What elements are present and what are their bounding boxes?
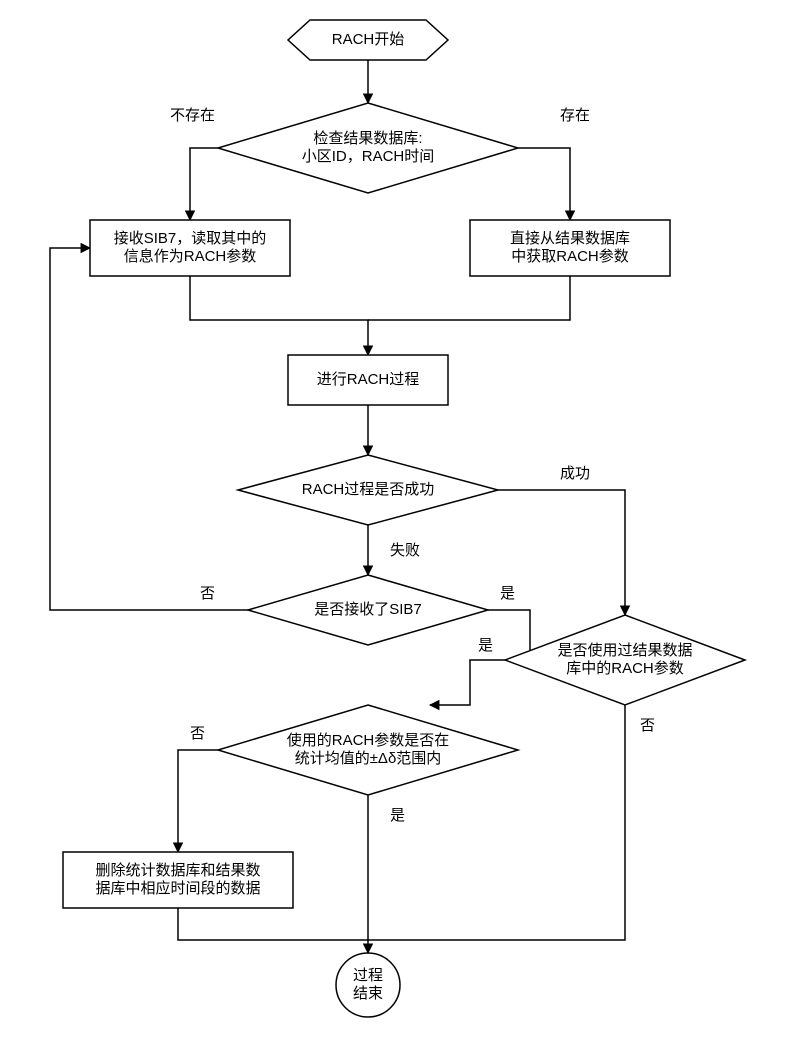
node-p_rach: 进行RACH过程	[288, 355, 448, 405]
edge-label-13: 是	[390, 807, 405, 824]
edge-3	[190, 276, 368, 355]
node-end-line-1: 结束	[353, 985, 383, 1002]
node-end-line-0: 过程	[353, 967, 383, 984]
node-end: 过程结束	[336, 953, 400, 1017]
node-p_delete-line-0: 删除统计数据库和结果数	[95, 862, 260, 879]
edge-label-9: 是	[500, 585, 515, 602]
edge-14	[178, 908, 368, 940]
node-p_delete: 删除统计数据库和结果数据库中相应时间段的数据	[63, 852, 293, 908]
edge-4	[368, 276, 570, 320]
node-d_check-line-0: 检查结果数据库:	[313, 130, 422, 147]
edge-2	[518, 148, 570, 220]
edge-label-7: 失败	[390, 542, 420, 559]
edge-10	[430, 660, 505, 705]
node-d_usedb: 是否使用过结果数据库中的RACH参数	[505, 615, 745, 705]
node-d_check-line-1: 小区ID，RACH时间	[302, 148, 435, 165]
node-d_success: RACH过程是否成功	[238, 455, 498, 525]
node-d_success-line-0: RACH过程是否成功	[302, 481, 435, 498]
node-start-line-0: RACH开始	[332, 31, 405, 48]
node-d_range-line-0: 使用的RACH参数是否在	[287, 732, 450, 749]
edge-label-2: 存在	[560, 107, 590, 124]
node-d_check: 检查结果数据库:小区ID，RACH时间	[218, 103, 518, 193]
edge-12	[178, 750, 218, 852]
node-p_db-line-0: 直接从结果数据库	[510, 230, 630, 247]
node-p_sib7: 接收SIB7，读取其中的信息作为RACH参数	[90, 220, 290, 276]
node-d_usedb-line-0: 是否使用过结果数据	[557, 642, 692, 659]
edge-8	[50, 248, 248, 610]
edge-label-12: 否	[190, 725, 205, 742]
node-p_sib7-line-1: 信息作为RACH参数	[124, 248, 257, 265]
node-p_rach-line-0: 进行RACH过程	[317, 371, 420, 388]
edge-6	[498, 490, 625, 615]
edge-label-11: 否	[640, 717, 655, 734]
node-p_delete-line-1: 据库中相应时间段的数据	[95, 879, 260, 897]
edge-label-6: 成功	[560, 465, 590, 482]
node-d_usedb-line-1: 库中的RACH参数	[566, 660, 684, 677]
edge-1	[190, 148, 218, 220]
node-p_db: 直接从结果数据库中获取RACH参数	[470, 220, 670, 276]
node-p_sib7-line-0: 接收SIB7，读取其中的	[114, 230, 267, 247]
node-start: RACH开始	[288, 20, 448, 60]
node-d_recvsib7-line-0: 是否接收了SIB7	[314, 601, 422, 618]
node-d_range-line-1: 统计均值的±Δδ范围内	[295, 750, 442, 767]
nodes-layer: RACH开始检查结果数据库:小区ID，RACH时间接收SIB7，读取其中的信息作…	[63, 20, 745, 1017]
node-d_recvsib7: 是否接收了SIB7	[248, 575, 488, 645]
node-d_range: 使用的RACH参数是否在统计均值的±Δδ范围内	[218, 705, 518, 795]
edge-label-8: 否	[200, 585, 215, 602]
node-p_db-line-1: 中获取RACH参数	[511, 248, 629, 265]
edge-label-10: 是	[478, 637, 493, 654]
edge-label-1: 不存在	[170, 107, 215, 124]
